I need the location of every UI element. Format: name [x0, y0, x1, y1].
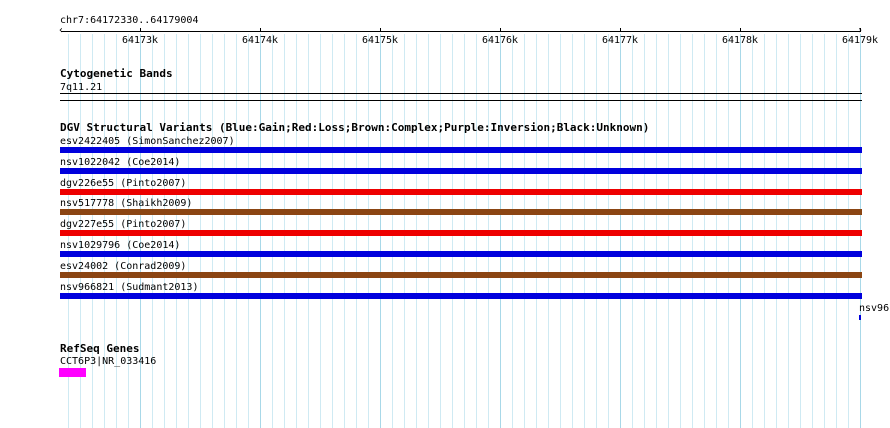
- ruler-tick: [260, 28, 261, 32]
- ruler-axis: [61, 31, 860, 32]
- dgv-feature-label: esv2422405 (SimonSanchez2007): [60, 136, 235, 147]
- dgv-feature-bar-complex[interactable]: [60, 272, 862, 278]
- ruler-tick-label: 64177k: [601, 35, 639, 46]
- dgv-overflow-feature[interactable]: [859, 315, 861, 320]
- dgv-feature-bar-complex[interactable]: [60, 209, 862, 215]
- dgv-feature-bar-loss[interactable]: [60, 189, 862, 195]
- dgv-feature-label: dgv226e55 (Pinto2007): [60, 178, 187, 189]
- refseq-gene-label: CCT6P3|NR_033416: [60, 356, 157, 367]
- refseq-track-title: RefSeq Genes: [60, 342, 140, 355]
- dgv-feature-label: dgv227e55 (Pinto2007): [60, 219, 187, 230]
- dgv-feature-bar-gain[interactable]: [60, 251, 862, 257]
- ruler-left-arrow: ‹: [58, 25, 65, 36]
- refseq-gene-feature[interactable]: [59, 368, 86, 377]
- ruler-tick-label: 64176k: [481, 35, 519, 46]
- ruler-tick-label: 64178k: [721, 35, 759, 46]
- dgv-feature-label: esv24002 (Conrad2009): [60, 261, 187, 272]
- cytoband-lower-line[interactable]: [60, 100, 862, 101]
- ruler-tick-label: 64179k: [841, 35, 879, 46]
- ruler-tick: [380, 28, 381, 32]
- cytoband-upper-line[interactable]: [60, 93, 862, 94]
- dgv-track-title: DGV Structural Variants (Blue:Gain;Red:L…: [60, 121, 650, 134]
- cytoband-label: 7q11.21: [60, 82, 103, 93]
- ruler-tick: [500, 28, 501, 32]
- dgv-feature-label: nsv517778 (Shaikh2009): [60, 198, 193, 209]
- dgv-overflow-label: nsv96: [859, 303, 890, 314]
- ruler-tick-label: 64175k: [361, 35, 399, 46]
- dgv-feature-bar-gain[interactable]: [60, 293, 862, 299]
- ruler-tick-label: 64174k: [241, 35, 279, 46]
- ruler-tick: [620, 28, 621, 32]
- ruler-position: chr7:64172330..64179004: [60, 15, 199, 26]
- dgv-feature-bar-loss[interactable]: [60, 230, 862, 236]
- dgv-feature-bar-gain[interactable]: [60, 147, 862, 153]
- dgv-feature-label: nsv1029796 (Coe2014): [60, 240, 181, 251]
- cytoband-track-title: Cytogenetic Bands: [60, 67, 173, 80]
- ruler-tick: [860, 28, 861, 32]
- dgv-feature-label: nsv1022042 (Coe2014): [60, 157, 181, 168]
- ruler-tick-label: 64173k: [121, 35, 159, 46]
- ruler-tick: [140, 28, 141, 32]
- dgv-feature-bar-gain[interactable]: [60, 168, 862, 174]
- dgv-feature-label: nsv966821 (Sudmant2013): [60, 282, 199, 293]
- ruler-tick: [740, 28, 741, 32]
